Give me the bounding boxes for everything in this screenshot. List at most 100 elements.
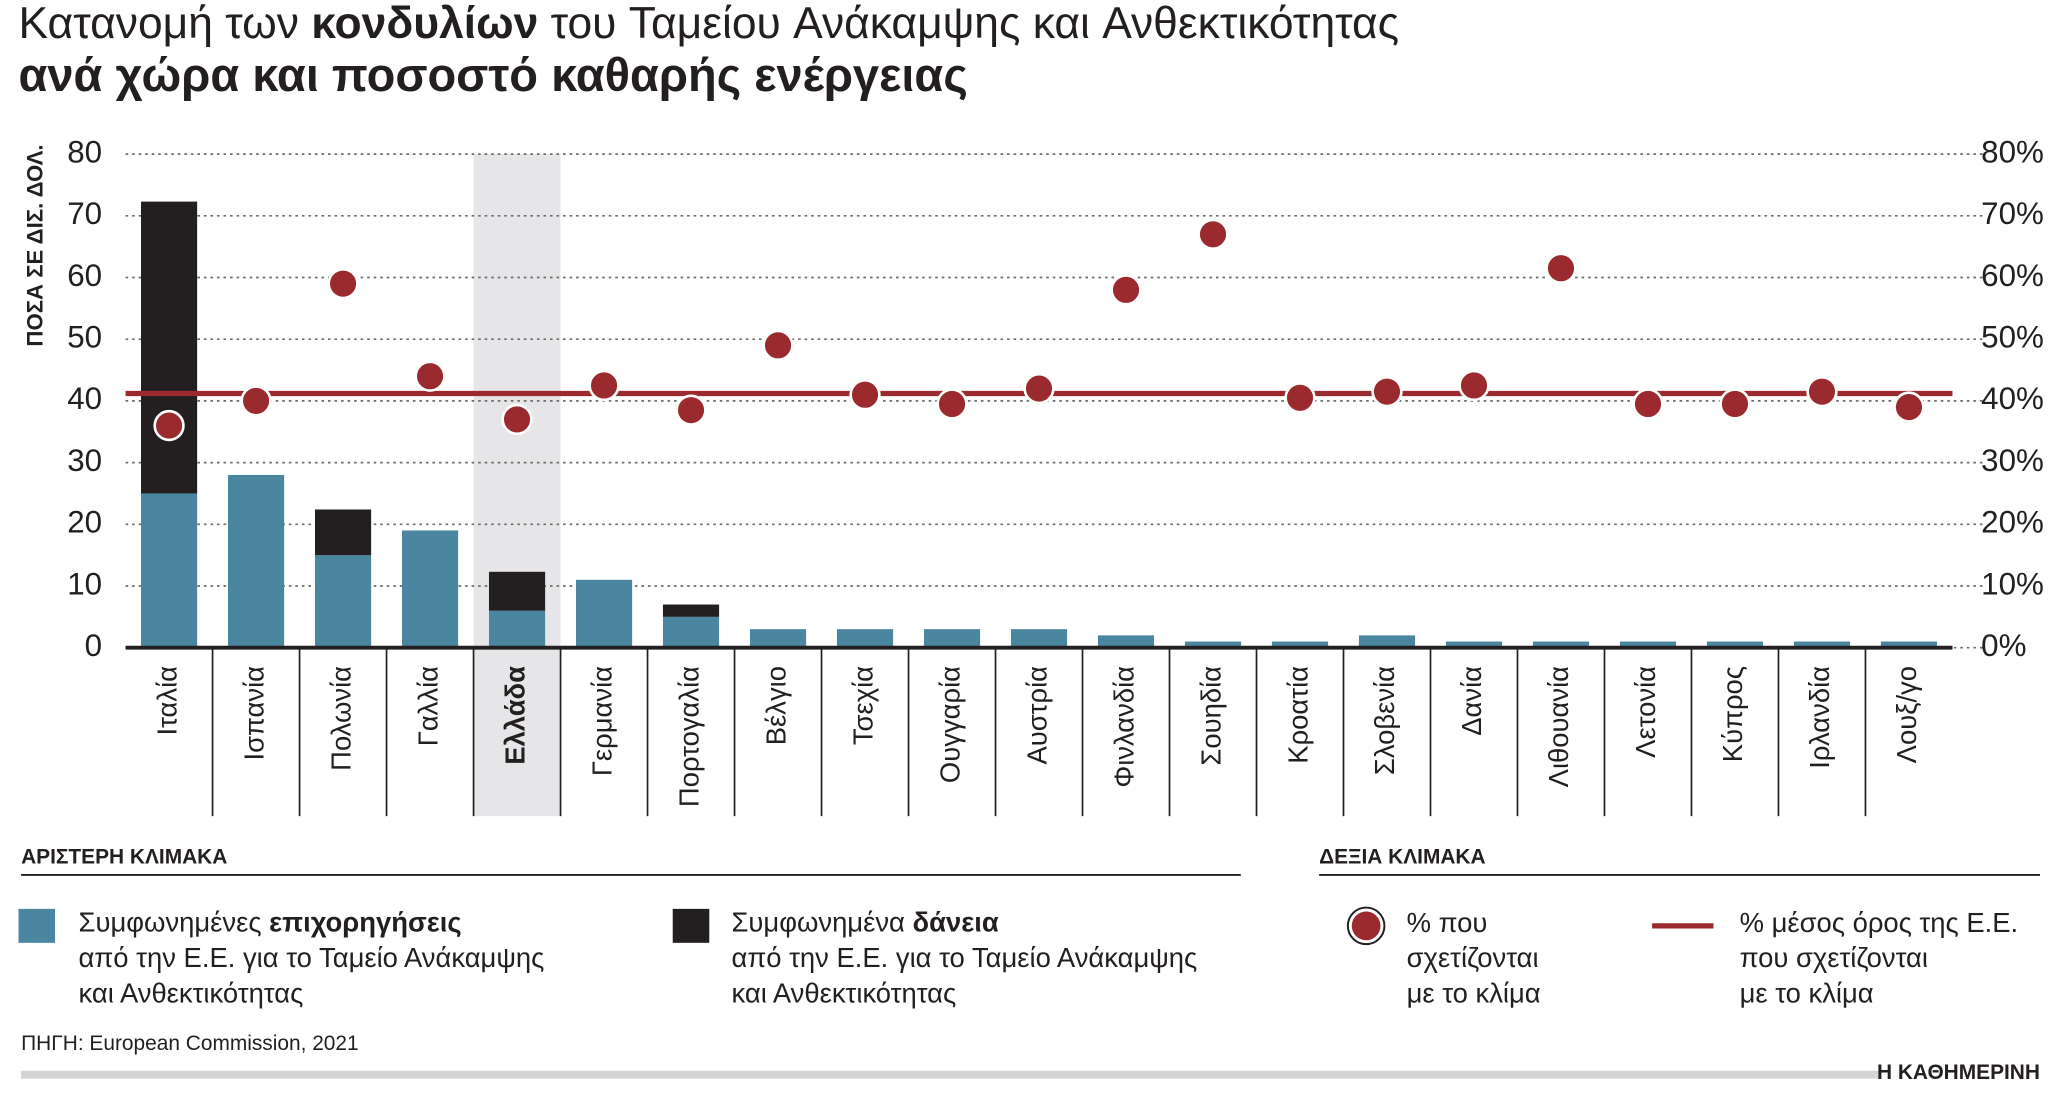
climate-dot — [1458, 369, 1490, 402]
climate-dot — [588, 369, 620, 402]
y-tick-label: 10 — [67, 566, 102, 601]
y-tick-label: 20 — [67, 505, 102, 540]
bar — [314, 509, 372, 556]
bar — [575, 579, 633, 648]
climate-dot — [1284, 382, 1316, 414]
legend-label: και Ανθεκτικότητας — [79, 977, 304, 1008]
climate-dot — [1110, 274, 1142, 306]
bar — [662, 616, 720, 648]
x-tick-label: Αυστρία — [1021, 666, 1052, 765]
right-scale-label: ΔΕΞΙΑ ΚΛΙΜΑΚΑ — [1319, 845, 1485, 868]
climate-dot — [1023, 372, 1055, 405]
bar — [1445, 641, 1503, 648]
y2-tick-label: 30% — [1981, 443, 2044, 478]
x-tick-label: Πορτογαλία — [673, 666, 704, 807]
climate-dot — [327, 267, 359, 300]
bar — [227, 474, 285, 648]
x-tick-label: Σλοβενία — [1369, 666, 1400, 775]
source: ΠΗΓΗ: European Commission, 2021 — [21, 1032, 359, 1055]
bar — [401, 530, 459, 648]
x-tick-label: Λιθουανία — [1543, 666, 1574, 788]
bar — [1184, 641, 1242, 648]
x-tick-label: Γερμανία — [586, 666, 617, 776]
legend-dot — [1351, 911, 1381, 941]
climate-dot — [153, 409, 185, 442]
climate-dot — [849, 379, 881, 411]
y2-tick-label: 80% — [1981, 134, 2044, 169]
x-tick-label: Ουγγαρία — [934, 666, 965, 783]
bar — [749, 629, 807, 648]
x-tick-label: Γαλλία — [412, 666, 443, 746]
climate-dot — [1893, 391, 1925, 423]
climate-dot — [1632, 388, 1664, 420]
legend-label: Συμφωνημένες επιχορηγήσεις — [79, 907, 462, 938]
legend-label: από την Ε.Ε. για το Ταμείο Ανάκαμψης — [731, 942, 1197, 973]
x-tick-label: Κροατία — [1282, 666, 1313, 764]
bar — [1619, 641, 1677, 648]
bar — [923, 629, 981, 648]
climate-dot — [936, 388, 968, 420]
y2-tick-label: 0% — [1981, 628, 2026, 663]
x-tick-label: Φινλανδία — [1108, 666, 1139, 788]
x-tick-label: Λετονία — [1630, 666, 1661, 758]
bar — [314, 555, 372, 648]
x-tick-label: Δανία — [1456, 666, 1487, 736]
y2-tick-label: 60% — [1981, 258, 2044, 293]
x-tick-label: Ιταλία — [151, 666, 182, 736]
x-tick-label: Βέλγιο — [760, 666, 791, 745]
x-tick-label: Ιρλανδία — [1804, 666, 1835, 769]
y2-tick-label: 50% — [1981, 319, 2044, 354]
chart-subtitle: ανά χώρα και ποσοστό καθαρής ενέργειας — [18, 48, 967, 101]
legend-label: % μέσος όρος της Ε.Ε. — [1740, 907, 2019, 938]
legend-label: με το κλίμα — [1407, 977, 1541, 1008]
climate-dot — [762, 329, 794, 362]
bar — [140, 493, 198, 648]
legend-ring — [1346, 906, 1386, 946]
climate-dot — [1806, 375, 1838, 408]
climate-dot — [1545, 252, 1577, 284]
y-tick-label: 30 — [67, 443, 102, 478]
y-tick-label: 60 — [67, 258, 102, 293]
climate-dot — [501, 403, 533, 436]
y-tick-label: 50 — [67, 319, 102, 354]
y2-tick-label: 70% — [1981, 196, 2044, 231]
bar — [1097, 635, 1155, 648]
legend-label: και Ανθεκτικότητας — [731, 977, 956, 1008]
bar — [1532, 641, 1590, 648]
y2-tick-label: 10% — [1981, 566, 2044, 601]
legend-label: % που — [1407, 907, 1488, 938]
x-tick-label: Τσεχία — [847, 666, 878, 745]
x-tick-label: Πολωνία — [325, 666, 356, 771]
y-tick-label: 40 — [67, 381, 102, 416]
y-tick-label: 0 — [85, 628, 102, 663]
x-tick-label: Σουηδία — [1195, 666, 1226, 766]
y2-tick-label: 20% — [1981, 505, 2044, 540]
legend-label: από την Ε.Ε. για το Ταμείο Ανάκαμψης — [79, 942, 545, 973]
x-tick-label: Κύπρος — [1717, 666, 1748, 762]
bar — [1358, 635, 1416, 648]
bar — [1793, 641, 1851, 648]
climate-dot — [1197, 218, 1229, 250]
footer-bar — [21, 1070, 1881, 1079]
bar — [1706, 641, 1764, 648]
y-tick-label: 80 — [67, 134, 102, 169]
legend-swatch — [18, 908, 56, 943]
climate-dot — [240, 385, 272, 417]
publisher: Η ΚΑΘΗΜΕΡΙΝΗ — [1877, 1061, 2040, 1084]
y-axis-label: ΠΟΣΑ ΣΕ ΔΙΣ. ΔΟΛ. — [23, 144, 48, 346]
bar — [1880, 641, 1938, 648]
y2-tick-label: 40% — [1981, 381, 2044, 416]
bar — [140, 201, 198, 494]
legend-label: που σχετίζονται — [1740, 942, 1928, 973]
legend-label: με το κλίμα — [1740, 977, 1874, 1008]
climate-dot — [1719, 388, 1751, 420]
chart-title: Κατανομή των κονδυλίων του Ταμείου Ανάκα… — [18, 0, 1399, 48]
x-tick-label: Ισπανία — [238, 666, 269, 761]
bar — [662, 604, 720, 617]
y-tick-label: 70 — [67, 196, 102, 231]
left-scale-label: ΑΡΙΣΤΕΡΗ ΚΛΙΜΑΚΑ — [21, 845, 227, 868]
highlight-band — [473, 154, 561, 817]
bar — [488, 571, 546, 611]
bar — [1271, 641, 1329, 648]
